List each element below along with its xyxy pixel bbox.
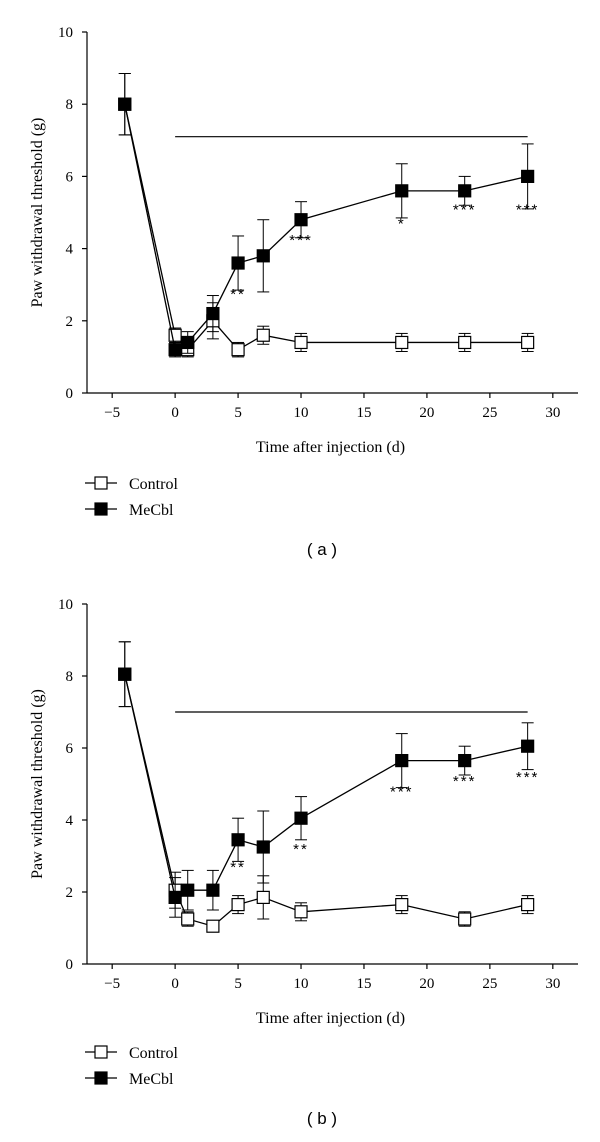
x-axis-title: Time after injection (d): [256, 439, 405, 456]
legend-label-mecbl: MeCbl: [129, 502, 174, 519]
significance-label: **: [230, 286, 246, 303]
data-point-control: [256, 328, 270, 342]
x-tick-label: −5: [104, 405, 120, 421]
significance-label: ***: [453, 201, 477, 218]
data-point-mecbl: [206, 883, 220, 897]
series-mecbl: [118, 641, 535, 918]
data-point-control: [521, 335, 535, 350]
data-point-mecbl: [181, 883, 195, 897]
data-point-mecbl: [168, 890, 182, 905]
x-tick-label: 0: [171, 976, 179, 992]
x-tick-label: 25: [482, 976, 497, 992]
data-point-control: [458, 912, 472, 926]
x-tick-label: 15: [356, 405, 371, 421]
data-point-control: [231, 343, 245, 357]
y-tick-label: 8: [66, 97, 74, 113]
x-tick-label: 30: [545, 405, 560, 421]
chart-panel-a: 0 2 4 6 8 10 −5 0 5 10 15 20 25 30 Time after injectio…: [29, 25, 578, 559]
x-tick-label: −5: [104, 976, 120, 992]
data-point-mecbl: [521, 169, 535, 183]
data-point-mecbl: [118, 667, 132, 681]
x-tick-label: 20: [419, 976, 434, 992]
legend-label-mecbl: MeCbl: [129, 1071, 174, 1088]
y-axis-title: Paw withdrawal threshold (g): [29, 689, 46, 879]
data-point-control: [458, 335, 472, 350]
legend-label-control: Control: [129, 1045, 178, 1062]
data-point-mecbl: [181, 335, 195, 350]
data-point-mecbl: [395, 753, 409, 768]
data-point-mecbl: [118, 97, 132, 111]
data-point-mecbl: [458, 753, 472, 768]
series-line: [124, 674, 528, 927]
data-point-control: [395, 335, 409, 350]
chart-panel-b: 0 2 4 6 8 10 −5 0 5 10 15 20 25 30 Time after injectio…: [29, 597, 578, 1128]
panel-label: ( a ): [307, 540, 337, 559]
legend-marker: [94, 1045, 108, 1059]
significance-label: ***: [390, 784, 414, 801]
series-line: [124, 104, 528, 351]
x-tick-label: 5: [234, 976, 242, 992]
data-point-mecbl: [458, 184, 472, 198]
data-point-control: [294, 905, 308, 919]
legend-label-control: Control: [129, 476, 178, 493]
data-point-control: [395, 897, 409, 912]
legend-marker: [94, 476, 108, 490]
legend-marker: [94, 1071, 108, 1085]
y-tick-label: 10: [58, 597, 73, 613]
x-tick-label: 10: [294, 976, 309, 992]
data-point-mecbl: [521, 739, 535, 753]
data-point-control: [294, 335, 308, 350]
y-axis-title: Paw withdrawal threshold (g): [29, 118, 46, 308]
y-tick-label: 4: [66, 242, 74, 258]
significance-label: ***: [453, 773, 477, 790]
significance-label: ***: [516, 201, 540, 218]
significance-label: ***: [516, 769, 540, 786]
y-tick-label: 2: [66, 885, 74, 901]
x-tick-label: 0: [171, 405, 179, 421]
x-tick-label: 20: [419, 405, 434, 421]
data-point-control: [231, 897, 245, 912]
x-axis-title: Time after injection (d): [256, 1010, 405, 1027]
significance-label: ***: [289, 232, 313, 249]
x-tick-label: 30: [545, 976, 560, 992]
data-point-mecbl: [206, 306, 220, 321]
y-tick-label: 10: [58, 25, 73, 41]
y-tick-label: 6: [66, 741, 74, 757]
y-tick-label: 0: [66, 957, 74, 973]
data-point-mecbl: [231, 833, 245, 847]
significance-label: **: [293, 841, 309, 858]
data-point-mecbl: [294, 811, 308, 825]
x-tick-label: 10: [294, 405, 309, 421]
significance-label: **: [230, 859, 246, 876]
data-point-mecbl: [256, 840, 270, 854]
panel-label: ( b ): [307, 1109, 337, 1128]
data-point-control: [181, 912, 195, 926]
significance-label: *: [398, 216, 406, 233]
y-tick-label: 0: [66, 386, 74, 402]
x-tick-label: 5: [234, 405, 242, 421]
data-point-mecbl: [395, 184, 409, 198]
x-tick-label: 25: [482, 405, 497, 421]
data-point-control: [521, 897, 535, 912]
series-line: [124, 104, 528, 351]
legend-marker: [94, 502, 108, 516]
y-tick-label: 6: [66, 169, 74, 185]
y-tick-label: 2: [66, 314, 74, 330]
data-point-control: [206, 919, 220, 933]
data-point-mecbl: [256, 249, 270, 263]
data-point-control: [256, 890, 270, 905]
data-point-mecbl: [231, 256, 245, 270]
series-mecbl: [118, 73, 535, 358]
data-point-mecbl: [168, 343, 182, 357]
y-tick-label: 4: [66, 813, 74, 829]
x-tick-label: 15: [356, 976, 371, 992]
data-point-mecbl: [294, 213, 308, 227]
y-tick-label: 8: [66, 669, 74, 685]
